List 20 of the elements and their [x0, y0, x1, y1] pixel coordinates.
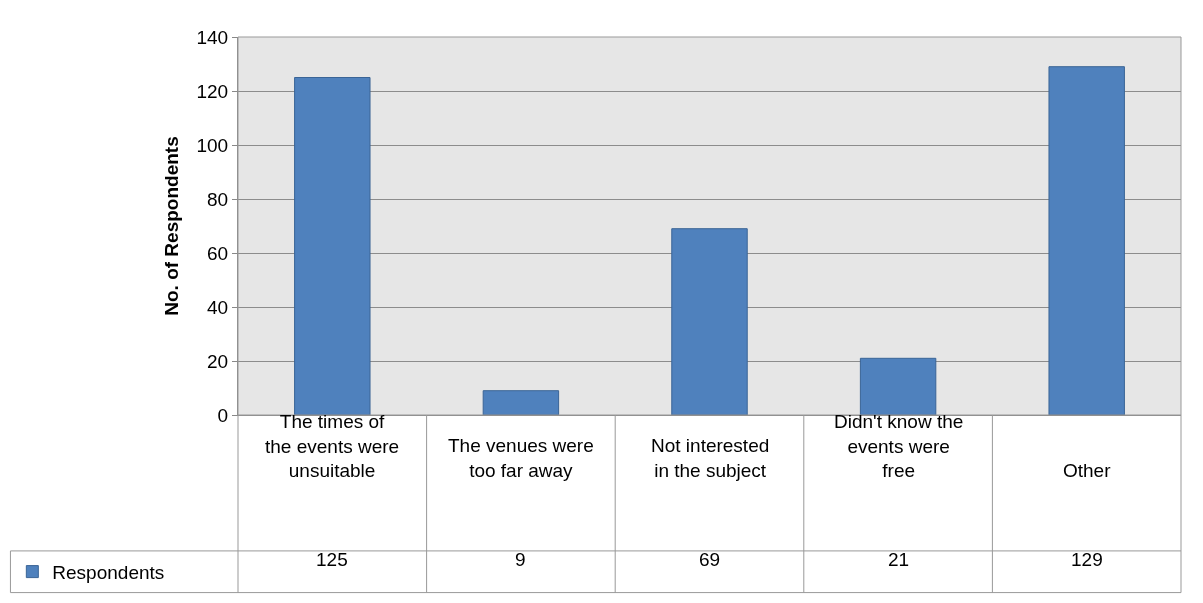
x-tick-label: The venues were too far away — [448, 435, 594, 481]
y-tick-label: 140 — [196, 26, 229, 48]
data-label: 9 — [515, 549, 526, 570]
x-tick-label: The times of the events were unsuitable — [265, 411, 400, 482]
y-tick-label: 120 — [196, 80, 229, 102]
data-label: 125 — [316, 549, 348, 570]
y-tick-label: 0 — [217, 404, 229, 426]
x-tick-label: Not interested in the subject — [651, 435, 770, 481]
y-tick-label: 100 — [196, 134, 229, 156]
y-axis-title: No. of Respondents — [161, 136, 183, 316]
y-tick-label: 60 — [207, 242, 229, 264]
y-tick-label: 80 — [207, 188, 229, 210]
y-tick-label: 40 — [207, 296, 229, 318]
legend-label: Respondents — [52, 562, 165, 584]
x-tick-label: Other — [1063, 460, 1112, 481]
data-label: 129 — [1071, 549, 1103, 570]
data-label: 69 — [699, 549, 721, 570]
y-tick-label: 20 — [207, 350, 229, 372]
data-label: 21 — [888, 549, 910, 570]
x-tick-label: Didn't know the events were free — [834, 411, 964, 482]
